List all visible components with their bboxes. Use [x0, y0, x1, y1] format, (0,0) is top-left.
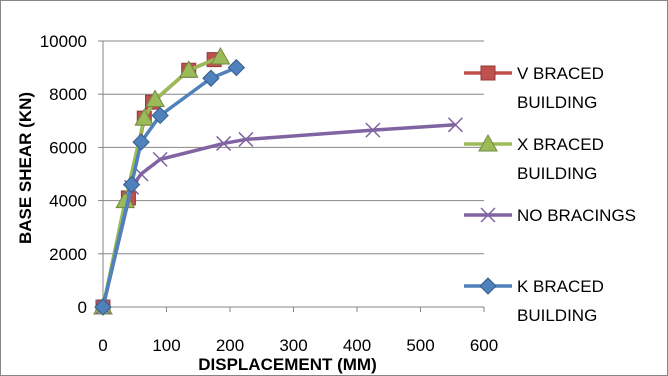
x-tick-label: 100 — [152, 336, 180, 355]
series-x-braced-building — [93, 46, 231, 315]
data-point — [447, 117, 463, 133]
series-line — [101, 55, 222, 308]
y-tick-label: 6000 — [49, 138, 87, 157]
x-mark-stroke — [152, 151, 168, 167]
axes — [98, 40, 485, 312]
x-tick-label: 0 — [98, 336, 107, 355]
x-tick-label: 400 — [343, 336, 371, 355]
data-point — [210, 46, 231, 65]
legend-label: V BRACED — [517, 64, 604, 83]
series-line — [101, 123, 456, 308]
data-point — [122, 175, 141, 194]
series-layer — [93, 46, 463, 316]
legend-label: X BRACED — [517, 135, 604, 154]
data-point — [145, 89, 165, 108]
data-point — [134, 108, 155, 126]
legend-label: NO BRACINGS — [517, 206, 636, 225]
legend-marker — [479, 277, 497, 295]
legend-label: BUILDING — [517, 93, 597, 112]
legend-label: BUILDING — [517, 306, 597, 325]
series-k-braced-building — [94, 58, 246, 316]
data-point — [152, 151, 168, 167]
x-tick-label: 600 — [470, 336, 498, 355]
x-tick-label: 500 — [406, 336, 434, 355]
gridlines — [103, 40, 484, 255]
legend: V BRACED BUILDING X BRACED BUILDING NO BRACI… — [464, 64, 636, 325]
x-mark-stroke — [216, 135, 232, 151]
data-point — [365, 122, 381, 138]
data-point — [178, 60, 199, 78]
x-mark-stroke — [365, 122, 381, 138]
y-tick-label: 10000 — [40, 32, 87, 51]
data-point — [94, 298, 112, 316]
series-line — [101, 65, 238, 308]
legend-marker — [478, 133, 498, 152]
legend-item-x-braced-building: X BRACED BUILDING — [464, 133, 604, 183]
data-point — [227, 58, 246, 77]
x-axis-title: DISPLACEMENT (MM) — [198, 355, 376, 374]
y-tick-label: 4000 — [49, 192, 87, 211]
y-tick-label: 8000 — [49, 85, 87, 104]
legend-item-k-braced-building: K BRACED BUILDING — [464, 277, 604, 325]
legend-item-v-braced-building: V BRACED BUILDING — [464, 64, 604, 112]
x-tick-label: 200 — [216, 336, 244, 355]
data-point — [216, 135, 232, 151]
x-mark-stroke — [480, 207, 496, 223]
series-v-braced-building — [95, 52, 222, 315]
x-mark-stroke — [238, 131, 254, 147]
y-tick-label: 0 — [78, 298, 87, 317]
legend-marker — [480, 65, 496, 81]
y-axis-title: BASE SHEAR (KN) — [16, 92, 35, 244]
data-point — [202, 69, 220, 87]
data-point — [132, 133, 150, 151]
legend-item-no-bracings: NO BRACINGS — [464, 206, 636, 225]
x-tick-label: 300 — [279, 336, 307, 355]
data-point — [151, 106, 169, 125]
legend-label: K BRACED — [517, 277, 604, 296]
x-mark-stroke — [447, 117, 463, 133]
data-point — [238, 131, 254, 147]
x-mark-stroke — [133, 166, 149, 182]
legend-marker — [480, 207, 496, 223]
y-tick-label: 2000 — [49, 245, 87, 264]
tick-labels: 0 2000 4000 6000 8000 10000 0 100 200 300 400 500 60… — [40, 32, 498, 355]
legend-label: BUILDING — [517, 164, 597, 183]
